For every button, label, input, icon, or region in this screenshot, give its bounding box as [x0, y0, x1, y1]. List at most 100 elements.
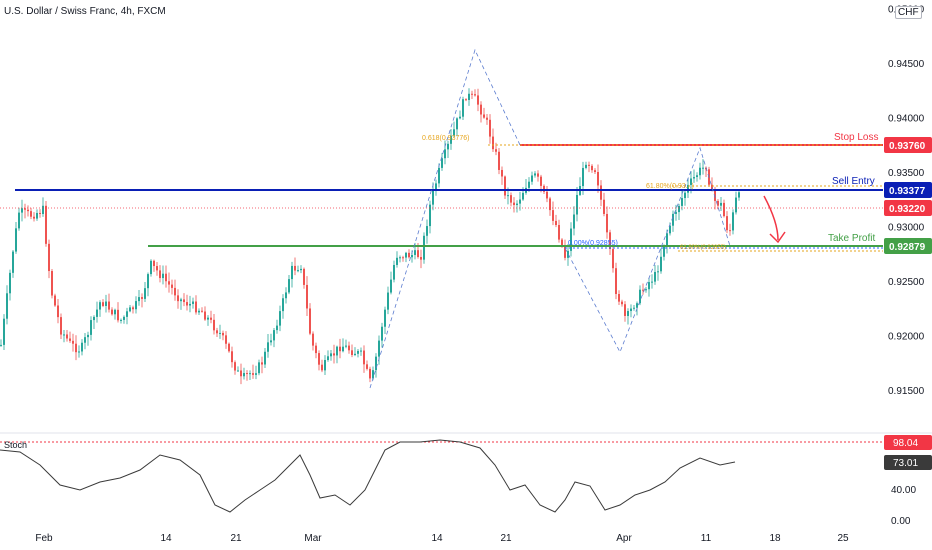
candle-body	[318, 353, 320, 365]
candle-body	[645, 289, 647, 291]
candle-body	[66, 334, 68, 339]
candle-body	[522, 192, 524, 200]
candle-body	[291, 265, 293, 280]
candle-body	[507, 195, 509, 197]
candle-body	[597, 171, 599, 186]
candle-body	[558, 225, 560, 240]
candle-body	[426, 226, 428, 236]
stop-loss-label: Stop Loss	[834, 132, 878, 143]
price-tick: 0.92000	[888, 332, 925, 343]
time-tick: 21	[230, 533, 242, 544]
candle-body	[486, 117, 488, 120]
candle-body	[129, 307, 131, 312]
candle-body	[195, 301, 197, 313]
candle-body	[576, 194, 578, 215]
candle-body	[123, 316, 125, 320]
candle-body	[450, 135, 452, 144]
time-tick: 18	[769, 533, 781, 544]
candle-body	[609, 232, 611, 250]
candle-body	[348, 345, 350, 351]
down-arrow-head-icon	[769, 231, 786, 244]
candle-body	[342, 346, 344, 352]
price-tick: 0.94500	[888, 59, 925, 70]
candle-body	[423, 235, 425, 260]
candle-body	[126, 311, 128, 317]
candle-body	[42, 205, 44, 214]
candle-body	[618, 294, 620, 302]
candle-body	[189, 303, 191, 306]
time-tick: Mar	[304, 533, 322, 544]
candle-body	[330, 353, 332, 357]
stoch-overbought-badge	[884, 435, 932, 450]
current-price-badge	[884, 200, 932, 216]
candle-body	[6, 293, 8, 319]
harmonic-pattern-left	[369, 48, 521, 389]
candle-body	[339, 346, 341, 352]
candle-body	[540, 176, 542, 186]
candle-body	[435, 183, 437, 190]
candle-body	[33, 216, 35, 219]
time-axis[interactable]: Feb 14 21 Mar 14 21 Apr 11 18 25	[35, 533, 849, 544]
candle-body	[621, 301, 623, 305]
candle-body	[534, 173, 536, 176]
candle-body	[354, 353, 356, 355]
candle-body	[492, 136, 494, 150]
candle-body	[276, 325, 278, 331]
candle-body	[384, 309, 386, 327]
candle-body	[471, 93, 473, 95]
candle-body	[138, 297, 140, 302]
fib-label-3: 0.00%(0.92855)	[568, 240, 618, 247]
down-arrow-icon	[763, 195, 779, 241]
candle-body	[594, 170, 596, 172]
candle-body	[63, 334, 65, 336]
candle-body	[90, 320, 92, 335]
candle-body	[102, 302, 104, 306]
candle-body	[54, 295, 56, 306]
take-profit-label: Take Profit	[828, 233, 875, 244]
candle-body	[489, 119, 491, 137]
harmonic-pattern-right	[564, 146, 731, 353]
candle-body	[309, 308, 311, 334]
candle-body	[315, 345, 317, 354]
candle-body	[249, 373, 251, 375]
stoch-current-badge	[884, 455, 932, 470]
candle-body	[75, 343, 77, 353]
candle-body	[72, 340, 74, 344]
fib-label-2: 61.80%(0.93...)	[646, 183, 694, 190]
candle-body	[15, 228, 17, 252]
candle-body	[537, 173, 539, 177]
candle-body	[639, 289, 641, 304]
time-tick: 14	[431, 533, 443, 544]
candle-body	[36, 212, 38, 219]
candle-body	[411, 254, 413, 258]
candle-body	[582, 167, 584, 187]
candle-body	[720, 202, 722, 206]
candle-body	[87, 334, 89, 338]
candle-body	[228, 343, 230, 352]
candle-body	[312, 333, 314, 346]
candle-body	[408, 252, 410, 258]
candle-body	[252, 373, 254, 375]
price-tick: 0.94000	[888, 114, 925, 125]
candle-body	[699, 167, 701, 176]
candle-body	[732, 212, 734, 231]
candle-body	[297, 270, 299, 272]
candle-body	[3, 318, 5, 345]
time-tick: 11	[701, 533, 712, 544]
candle-body	[267, 342, 269, 352]
candle-body	[702, 167, 704, 169]
currency-badge[interactable]: CHF	[895, 6, 922, 19]
candle-body	[243, 373, 245, 377]
candle-body	[153, 260, 155, 267]
candle-body	[456, 118, 458, 130]
candle-body	[24, 208, 26, 210]
candle-body	[654, 271, 656, 282]
candle-body	[132, 307, 134, 310]
candle-body	[12, 251, 14, 273]
candle-body	[120, 319, 122, 321]
candle-body	[57, 305, 59, 318]
candle-body	[573, 214, 575, 229]
candle-body	[372, 370, 374, 379]
candle-body	[192, 301, 194, 304]
